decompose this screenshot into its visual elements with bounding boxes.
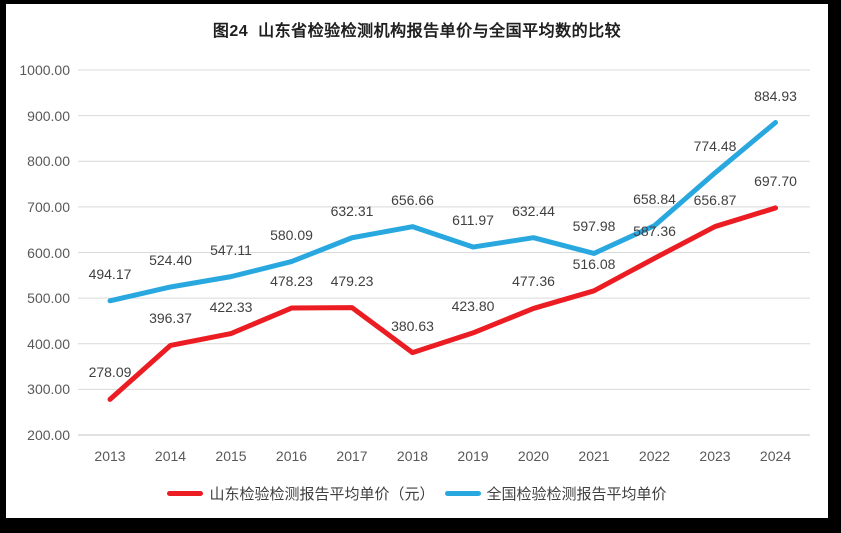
- legend-label-shandong: 山东检验检测报告平均单价（元）: [209, 486, 435, 503]
- line-chart: [78, 69, 810, 436]
- series-line-shandong: [107, 205, 778, 402]
- chart-title: 图24 山东省检验检测机构报告单价与全国平均数的比较: [212, 23, 622, 40]
- legend-line-swatch-red: [167, 491, 204, 496]
- series-line-national: [107, 120, 778, 304]
- legend-item-national: 全国检验检测报告平均单价: [444, 483, 667, 504]
- legend-line-swatch-blue: [444, 491, 481, 496]
- legend-item-shandong: 山东检验检测报告平均单价（元）: [167, 483, 435, 504]
- legend-label-national: 全国检验检测报告平均单价: [486, 486, 667, 503]
- chart-legend: 山东检验检测报告平均单价（元） 全国检验检测报告平均单价: [6, 483, 828, 504]
- chart-panel: 图24 山东省检验检测机构报告单价与全国平均数的比较 200.00 300.00 4…: [6, 4, 828, 518]
